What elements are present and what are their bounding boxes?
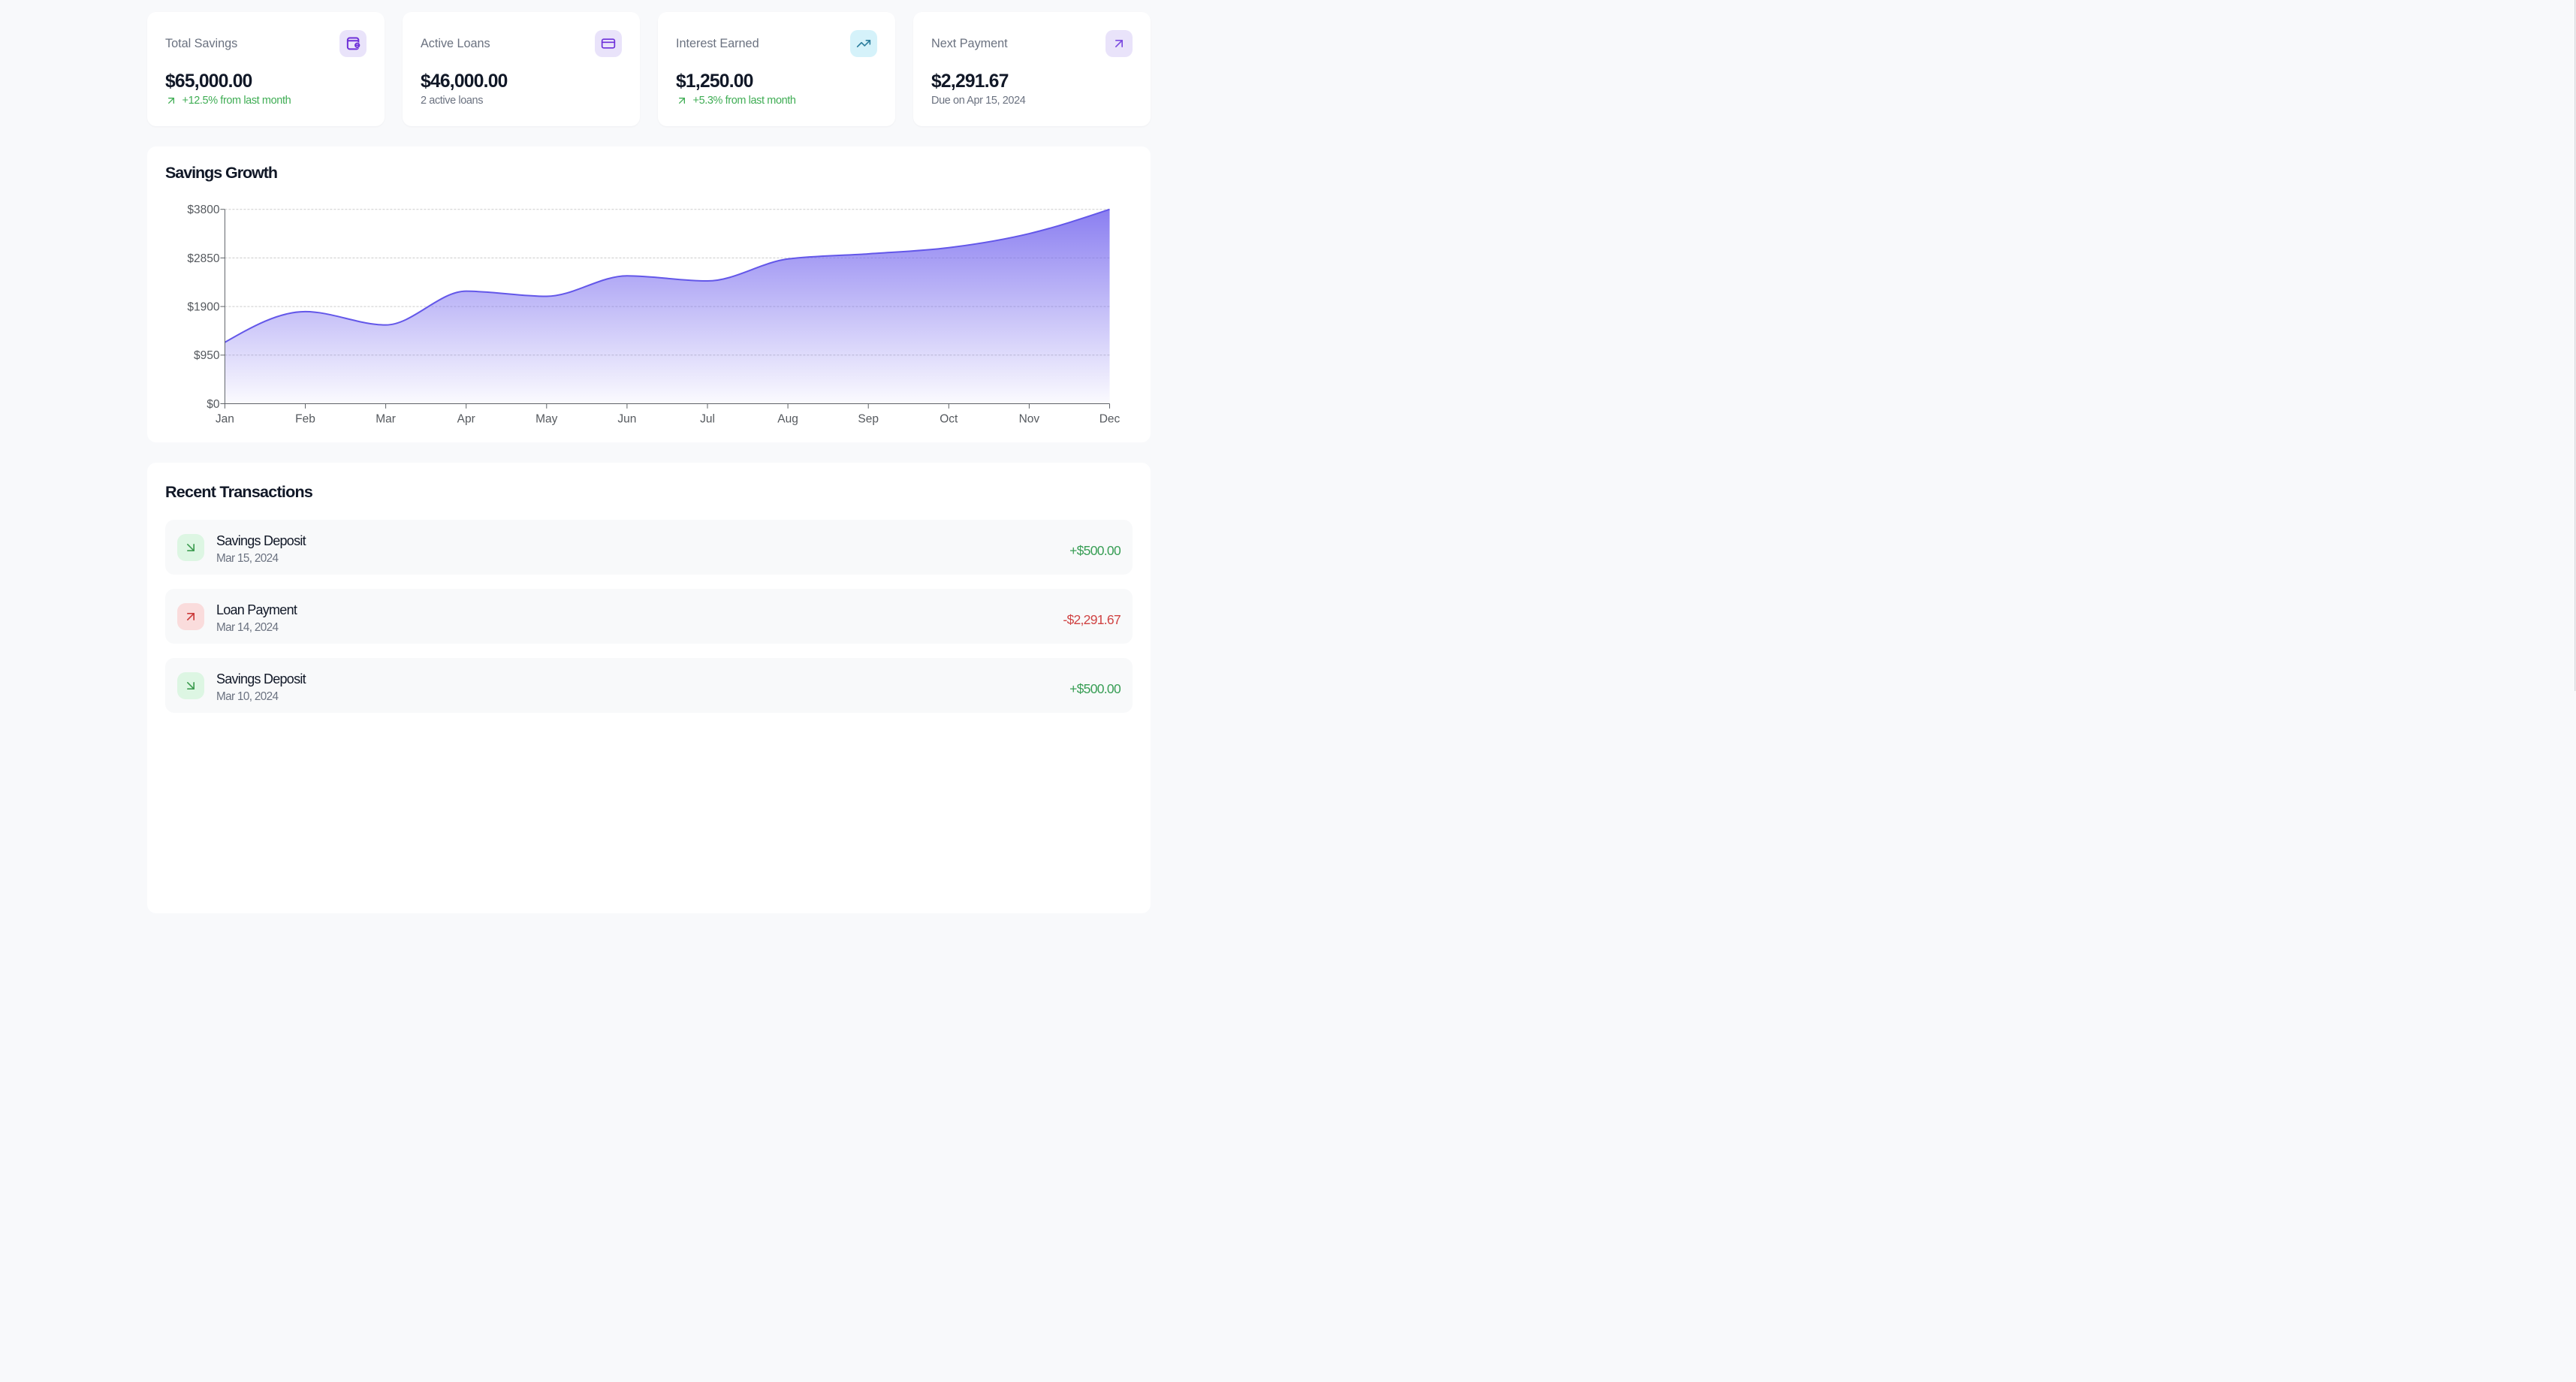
svg-text:$2850: $2850 [187, 252, 219, 265]
svg-text:$3800: $3800 [187, 204, 219, 216]
svg-text:Dec: Dec [1099, 412, 1121, 425]
svg-text:$0: $0 [207, 398, 220, 411]
svg-text:Feb: Feb [295, 412, 315, 425]
svg-text:Mar: Mar [376, 412, 396, 425]
svg-text:Jan: Jan [216, 412, 234, 425]
svg-text:Jul: Jul [700, 412, 715, 425]
svg-text:Aug: Aug [777, 412, 798, 425]
svg-text:Sep: Sep [858, 412, 879, 425]
svg-text:$1900: $1900 [187, 301, 219, 314]
svg-text:$950: $950 [194, 349, 220, 362]
svg-text:Nov: Nov [1019, 412, 1040, 425]
svg-text:Apr: Apr [457, 412, 475, 425]
svg-text:Oct: Oct [940, 412, 958, 425]
svg-text:Jun: Jun [617, 412, 636, 425]
svg-text:May: May [535, 412, 558, 425]
